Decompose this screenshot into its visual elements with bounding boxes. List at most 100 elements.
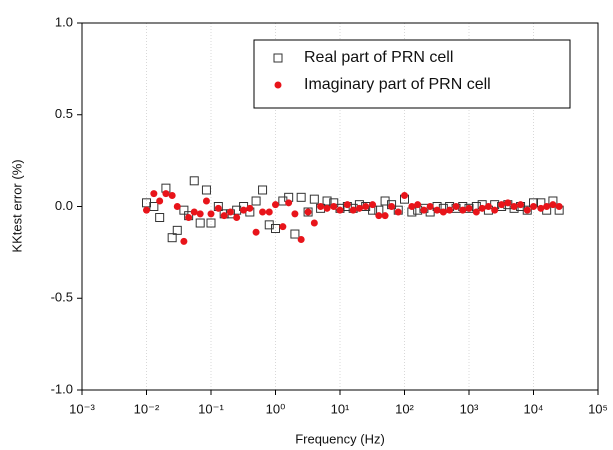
point: [408, 203, 416, 210]
point: [168, 191, 176, 199]
point: [265, 208, 273, 216]
point: [484, 203, 492, 210]
point: [172, 225, 182, 235]
point: [258, 185, 268, 195]
point: [317, 203, 325, 210]
point: [388, 203, 396, 210]
point: [195, 218, 205, 228]
y-axis-label: KKtest error (%): [9, 159, 24, 252]
x-tick-label: 10³: [460, 401, 479, 416]
point: [180, 237, 188, 245]
point: [362, 203, 370, 210]
point: [202, 197, 210, 205]
point: [459, 206, 467, 214]
point: [190, 208, 198, 216]
x-tick-label: 10²: [395, 401, 414, 416]
point: [207, 210, 215, 218]
point: [240, 206, 248, 214]
point: [433, 206, 441, 214]
x-tick-label: 10¹: [331, 401, 350, 416]
legend-box: [253, 39, 571, 109]
point: [369, 201, 377, 209]
point: [465, 204, 473, 212]
x-tick-label: 10⁻³: [69, 401, 95, 416]
point: [149, 202, 159, 211]
legend-label: Real part of PRN cell: [304, 49, 453, 66]
point: [304, 208, 312, 216]
point: [150, 190, 158, 198]
y-tick-label: -1.0: [51, 381, 73, 396]
point: [201, 185, 211, 195]
point: [426, 203, 434, 210]
y-tick-label: 0.5: [55, 106, 73, 121]
point: [290, 229, 300, 239]
point: [167, 233, 177, 243]
point: [156, 197, 164, 205]
point: [323, 204, 331, 212]
point: [414, 201, 422, 209]
point: [252, 228, 260, 236]
point: [173, 203, 181, 210]
point: [251, 196, 261, 206]
legend-marker: [274, 81, 282, 89]
point: [381, 212, 389, 220]
point: [330, 203, 338, 210]
point: [472, 208, 480, 216]
point: [343, 201, 351, 209]
point: [226, 208, 234, 216]
point: [375, 212, 383, 220]
point: [336, 206, 344, 214]
point: [285, 199, 293, 207]
y-tick-label: 1.0: [55, 14, 73, 29]
point: [394, 208, 402, 216]
x-tick-label: 10⁻²: [134, 401, 160, 416]
point: [537, 204, 545, 212]
point: [291, 210, 299, 218]
point: [196, 210, 204, 218]
point: [272, 201, 279, 209]
point: [271, 224, 280, 234]
point: [439, 208, 447, 216]
point: [310, 219, 318, 227]
point: [233, 214, 241, 222]
x-axis-label: Frequency (Hz): [295, 431, 385, 446]
point: [491, 206, 499, 214]
point: [220, 212, 228, 220]
point: [420, 206, 428, 214]
point: [478, 204, 486, 212]
point: [297, 236, 305, 244]
legend-label: Imaginary part of PRN cell: [304, 76, 491, 93]
x-tick-label: 10⁵: [588, 401, 608, 416]
point: [155, 213, 165, 223]
point: [143, 206, 150, 214]
point: [185, 214, 193, 222]
point: [206, 218, 216, 228]
legend-marker: [273, 53, 283, 63]
point: [510, 203, 518, 210]
point: [523, 206, 531, 214]
point: [279, 223, 287, 231]
point: [517, 201, 525, 209]
x-tick-label: 10⁰: [266, 401, 286, 416]
point: [549, 201, 557, 209]
point: [246, 204, 254, 212]
point: [498, 201, 506, 209]
point: [452, 203, 460, 210]
point: [355, 204, 363, 212]
point: [555, 203, 563, 210]
y-tick-label: 0.0: [55, 198, 73, 213]
point: [303, 207, 313, 217]
point: [530, 203, 537, 210]
point: [189, 176, 199, 186]
point: [296, 192, 306, 202]
point: [446, 206, 454, 214]
point: [401, 191, 408, 199]
x-tick-label: 10⁻¹: [198, 401, 224, 416]
plot-frame: [81, 22, 599, 391]
point: [504, 199, 512, 207]
x-tick-label: 10⁴: [523, 401, 543, 416]
point: [162, 190, 170, 198]
point: [214, 204, 222, 212]
y-tick-label: -0.5: [51, 290, 73, 305]
